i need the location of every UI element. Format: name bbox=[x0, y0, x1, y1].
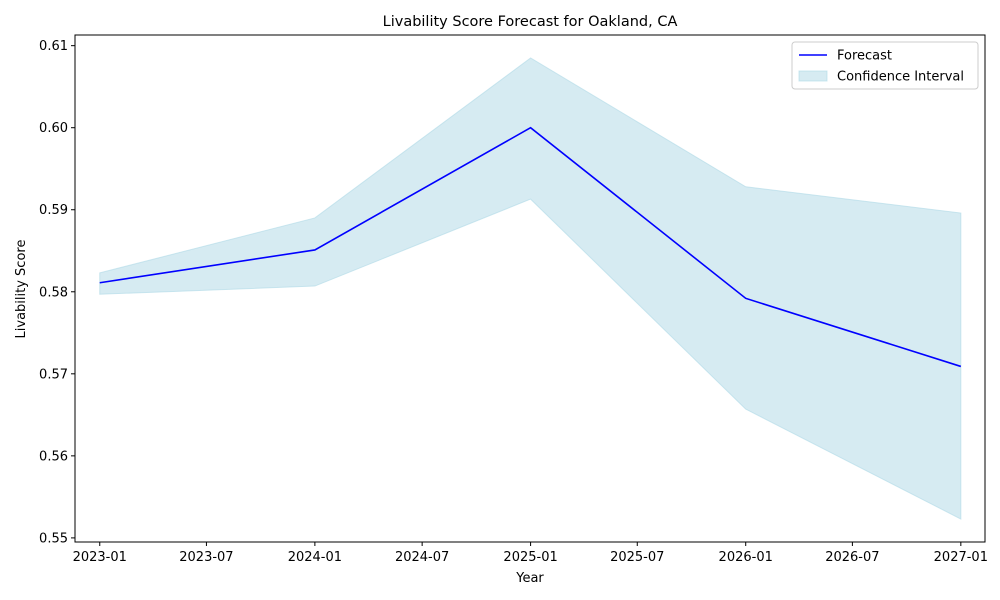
x-axis-title: Year bbox=[515, 571, 544, 586]
y-tick-label: 0.61 bbox=[39, 39, 68, 54]
legend-swatch-confidence bbox=[798, 70, 828, 82]
axes-frame bbox=[74, 34, 986, 543]
x-tick-label: 2023-01 bbox=[73, 550, 127, 565]
plot-area: 2023-01 2023-07 2024-01 2024-07 2025-01 2025-… bbox=[39, 34, 988, 565]
y-tick-label: 0.57 bbox=[39, 367, 68, 382]
x-tick-label: 2025-01 bbox=[503, 550, 557, 565]
legend-label-confidence: Confidence Interval bbox=[837, 70, 964, 85]
x-tick-label: 2023-07 bbox=[179, 550, 233, 565]
confidence-band bbox=[99, 57, 962, 520]
forecast-line bbox=[99, 126, 962, 368]
chart-title: Livability Score Forecast for Oakland, C… bbox=[383, 14, 678, 30]
x-tick-label: 2026-01 bbox=[719, 550, 773, 565]
x-tick-label: 2024-01 bbox=[288, 550, 342, 565]
legend: Forecast Confidence Interval bbox=[791, 41, 979, 90]
x-tick-label: 2024-07 bbox=[395, 550, 449, 565]
y-tick-label: 0.60 bbox=[39, 121, 68, 136]
y-tick-label: 0.55 bbox=[39, 531, 68, 546]
y-tick-label: 0.58 bbox=[39, 285, 68, 300]
y-tick-label: 0.59 bbox=[39, 203, 68, 218]
legend-box bbox=[791, 41, 979, 90]
y-tick-label: 0.56 bbox=[39, 449, 68, 464]
x-tick-label: 2026-07 bbox=[825, 550, 879, 565]
x-tick-label: 2025-07 bbox=[610, 550, 664, 565]
x-tick-label: 2027-01 bbox=[934, 550, 988, 565]
legend-label-forecast: Forecast bbox=[837, 49, 892, 64]
y-axis-title: Livability Score bbox=[14, 240, 29, 339]
